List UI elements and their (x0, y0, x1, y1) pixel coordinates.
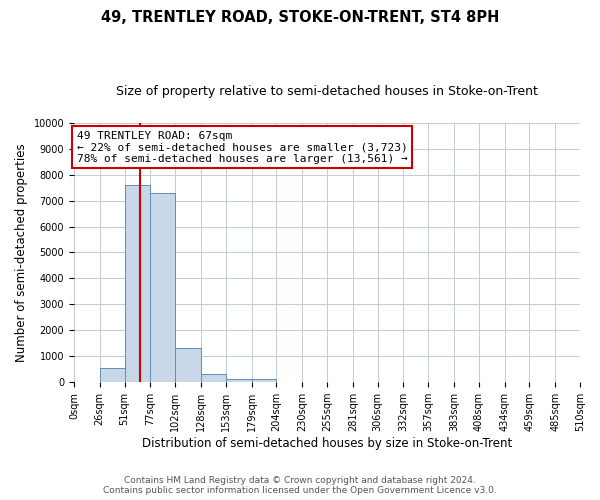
Bar (201, 374, 226, 382)
Title: Size of property relative to semi-detached houses in Stoke-on-Trent: Size of property relative to semi-detach… (116, 85, 538, 98)
Bar (151, 194, 175, 382)
Text: Contains HM Land Registry data © Crown copyright and database right 2024.
Contai: Contains HM Land Registry data © Crown c… (103, 476, 497, 495)
Bar (125, 185, 151, 382)
Y-axis label: Number of semi-detached properties: Number of semi-detached properties (15, 143, 28, 362)
Bar (100, 368, 125, 382)
Text: 49, TRENTLEY ROAD, STOKE-ON-TRENT, ST4 8PH: 49, TRENTLEY ROAD, STOKE-ON-TRENT, ST4 8… (101, 10, 499, 25)
Bar (175, 348, 201, 382)
Bar (226, 378, 251, 382)
Text: 49 TRENTLEY ROAD: 67sqm
← 22% of semi-detached houses are smaller (3,723)
78% of: 49 TRENTLEY ROAD: 67sqm ← 22% of semi-de… (77, 130, 407, 164)
Bar (251, 379, 277, 382)
X-axis label: Distribution of semi-detached houses by size in Stoke-on-Trent: Distribution of semi-detached houses by … (142, 437, 512, 450)
